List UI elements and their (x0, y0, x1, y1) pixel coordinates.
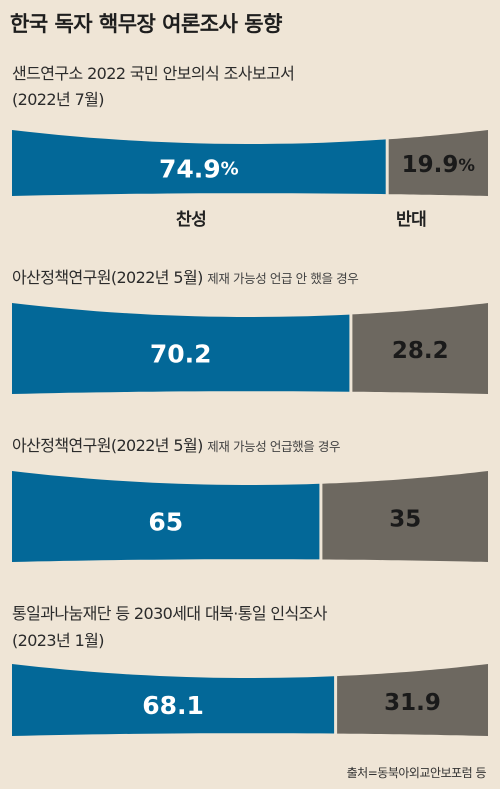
survey-1-date: (2022년 7월) (12, 90, 105, 109)
oppose-bar-2 (352, 303, 488, 394)
chart-title: 한국 독자 핵무장 여론조사 동향 (10, 12, 282, 36)
support-value-label-3: 65 (148, 507, 183, 536)
oppose-bar-3 (322, 471, 488, 562)
support-bar-4 (12, 664, 335, 736)
oppose-value-label-1: 19.9% (402, 152, 476, 178)
oppose-value-label-2: 28.2 (392, 338, 449, 364)
support-value-label-1: 74.9% (159, 154, 239, 183)
survey-3-source: 아산정책연구원(2022년 5월) 제재 가능성 언급했을 경우 (12, 432, 340, 456)
survey-3-note: 제재 가능성 언급했을 경우 (207, 439, 341, 454)
survey-1-source-text: 샌드연구소 2022 국민 안보의식 조사보고서 (12, 64, 295, 83)
survey-1-source: 샌드연구소 2022 국민 안보의식 조사보고서 (12, 60, 295, 84)
oppose-value-label-4: 31.9 (384, 690, 441, 716)
legend-support: 찬성 (176, 210, 207, 230)
support-bar-3 (12, 471, 320, 562)
support-bar-2 (12, 303, 350, 394)
survey-2-source: 아산정책연구원(2022년 5월) 제재 가능성 언급 안 했을 경우 (12, 264, 359, 288)
legend-oppose: 반대 (396, 210, 427, 230)
survey-2-note: 제재 가능성 언급 안 했을 경우 (207, 271, 359, 286)
survey-2-source-text: 아산정책연구원(2022년 5월) (12, 268, 203, 287)
survey-3-source-text: 아산정책연구원(2022년 5월) (12, 436, 203, 455)
survey-4-source: 통일과나눔재단 등 2030세대 대북·통일 인식조사 (12, 600, 328, 624)
survey-4-date: (2023년 1월) (12, 631, 105, 650)
survey-4-source-text: 통일과나눔재단 등 2030세대 대북·통일 인식조사 (12, 604, 328, 623)
support-bar-1 (12, 130, 386, 196)
source-footer: 출처=동북아외교안보포럼 등 (346, 766, 487, 780)
oppose-value-label-3: 35 (389, 507, 421, 533)
oppose-bar-1 (388, 130, 488, 196)
support-value-label-2: 70.2 (150, 339, 212, 368)
oppose-bar-4 (337, 664, 488, 736)
support-value-label-4: 68.1 (142, 691, 204, 720)
